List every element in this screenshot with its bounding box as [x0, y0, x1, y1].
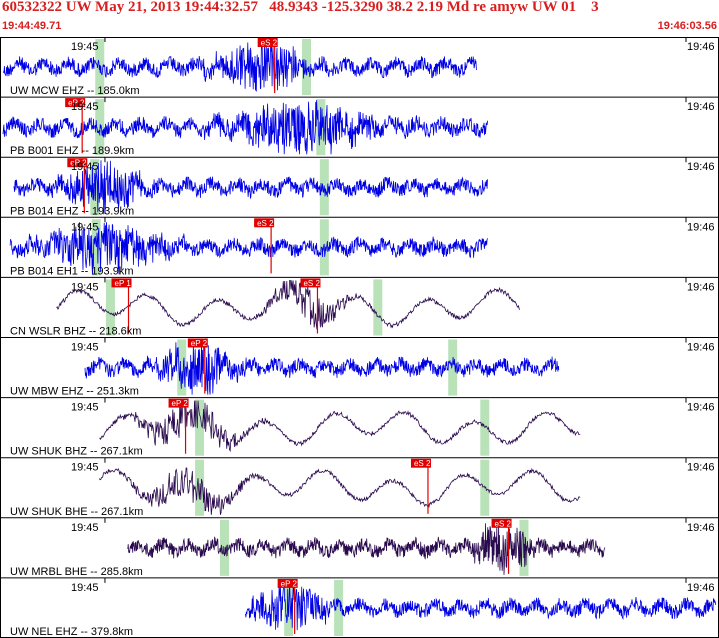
phase-pick-flag: [111, 278, 132, 288]
tick-label-left: 19:45: [71, 41, 99, 53]
station-label: UW MCW EHZ -- 185.0km: [10, 85, 140, 97]
analysis-window: [302, 39, 312, 96]
analysis-window: [373, 279, 383, 336]
phase-pick-flag: [168, 398, 189, 408]
station-label: UW SHUK BHZ -- 267.1km: [10, 446, 143, 458]
waveform: [127, 523, 606, 575]
event-title: 60532322 UW May 21, 2013 19:44:32.57 48.…: [2, 0, 599, 15]
tick-label-left: 19:45: [71, 462, 99, 474]
phase-pick-label: eP 2: [68, 99, 85, 108]
phase-pick-label: eP 1: [115, 279, 132, 288]
phase-pick-label: eS 2: [303, 279, 320, 288]
waveform: [3, 40, 477, 92]
phase-pick-label: eS 2: [495, 519, 512, 528]
analysis-window: [448, 339, 458, 396]
station-label: UW SHUK BHE -- 267.1km: [10, 506, 143, 518]
phase-pick-flag: [410, 458, 431, 468]
phase-pick-flag: [254, 218, 275, 228]
tick-label-right: 19:46: [687, 101, 715, 113]
tick-label-left: 19:45: [71, 281, 99, 293]
station-label: PB B014 EH1 -- 193.9km: [10, 265, 134, 277]
station-label: PB B014 EHZ -- 193.9km: [10, 205, 134, 217]
trace-panel: eS 2 19:45 19:46 PB B014 EH1 -- 193.9km: [0, 216, 719, 277]
trace-panel: eP 2 19:45 19:46 UW MBW EHZ -- 251.3km: [0, 337, 719, 398]
tick-label-left: 19:45: [71, 221, 99, 233]
trace-panel: eP 1 eS 2 19:45 19:46 CN WSLR BHZ -- 218.6km: [0, 276, 719, 338]
station-label: PB B001 EHZ -- 189.9km: [10, 145, 134, 157]
station-label: UW NEL EHZ -- 379.8km: [10, 626, 133, 638]
trace-panel: eS 2 19:45 19:46 UW MCW EHZ -- 185.0km: [3, 37, 715, 97]
trace-panel: eP 2 19:45 19:46 UW NEL EHZ -- 379.8km: [0, 577, 719, 638]
phase-pick-flag: [300, 278, 321, 288]
station-label: CN WSLR BHZ -- 218.6km: [10, 326, 141, 338]
tick-label-right: 19:46: [687, 582, 715, 594]
waveform: [56, 280, 521, 330]
phase-pick-flag: [65, 98, 86, 108]
tick-label-left: 19:45: [71, 582, 99, 594]
phase-pick-label: eP 2: [281, 579, 298, 588]
analysis-window: [91, 219, 101, 276]
tick-label-left: 19:45: [71, 522, 99, 534]
tick-label-left: 19:45: [71, 402, 99, 414]
waveform: [245, 580, 717, 631]
tick-label-left: 19:45: [71, 101, 99, 113]
analysis-window: [105, 279, 115, 336]
tick-label-right: 19:46: [687, 402, 715, 414]
phase-pick-flag: [187, 338, 208, 348]
tick-label-left: 19:45: [71, 342, 99, 354]
phase-pick-label: eP 2: [191, 339, 208, 348]
phase-pick-flag: [491, 518, 512, 528]
tick-label-right: 19:46: [687, 161, 715, 173]
phase-pick-flag: [277, 578, 298, 588]
trace-panel: eS 2 19:45 19:46 UW MRBL BHE -- 285.8km: [0, 517, 719, 578]
trace-panel: eP 219:45 19:46 PB B001 EHZ -- 189.9km: [0, 96, 719, 157]
phase-pick-label: eS 2: [261, 39, 278, 48]
phase-pick-label: eP 2: [172, 399, 189, 408]
analysis-window: [220, 519, 230, 576]
phase-pick-flag: [257, 38, 278, 47]
start-time: 19:44:49.71: [2, 20, 62, 32]
trace-panel: eP 219:45 19:46 PB B014 EHZ -- 193.9km: [0, 156, 719, 217]
tick-label-right: 19:46: [687, 522, 715, 534]
tick-label-right: 19:46: [687, 462, 715, 474]
waveform: [99, 400, 581, 453]
tick-label-right: 19:46: [687, 221, 715, 233]
trace-panel: eS 2 19:45 19:46 UW SHUK BHE -- 267.1km: [0, 457, 719, 518]
event-header: 60532322 UW May 21, 2013 19:44:32.57 48.…: [0, 0, 719, 38]
trace-panel: eP 2 19:45 19:46 UW SHUK BHZ -- 267.1km: [0, 397, 719, 458]
tick-label-left: 19:45: [71, 161, 99, 173]
tick-label-right: 19:46: [687, 41, 715, 53]
analysis-window: [334, 579, 344, 636]
phase-pick-label: eS 2: [257, 219, 274, 228]
waveform: [2, 100, 488, 155]
station-label: UW MBW EHZ -- 251.3km: [10, 386, 139, 398]
phase-pick-flag: [67, 158, 88, 168]
waveform: [13, 160, 488, 215]
tick-label-right: 19:46: [687, 281, 715, 293]
phase-pick-label: eP 2: [70, 159, 87, 168]
analysis-window: [177, 339, 187, 396]
phase-pick-label: eS 2: [414, 459, 431, 468]
waveform: [9, 222, 488, 275]
waveform: [98, 467, 581, 515]
waveform: [84, 340, 560, 395]
end-time: 19:46:03.56: [657, 20, 717, 32]
tick-label-right: 19:46: [687, 342, 715, 354]
analysis-window: [195, 399, 205, 456]
station-label: UW MRBL BHE -- 285.8km: [10, 566, 143, 578]
